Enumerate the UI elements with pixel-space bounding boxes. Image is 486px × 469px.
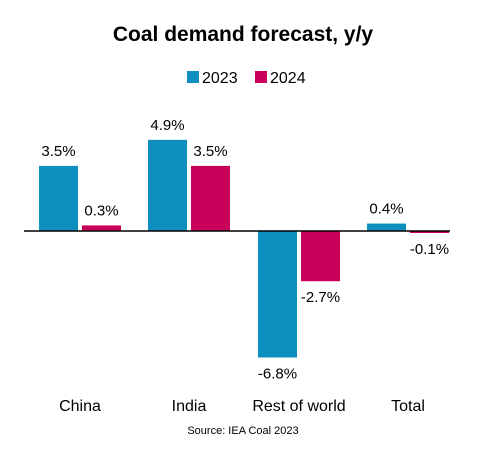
category-labels: China India Rest of world Total (59, 398, 425, 415)
legend-label-2023: 2023 (202, 70, 238, 87)
category-label-2: Rest of world (252, 398, 345, 415)
bar-2024-0 (82, 225, 121, 231)
bar-2023-1 (148, 139, 187, 231)
bars (39, 139, 449, 358)
data-label-2024-2: -2.7% (301, 289, 340, 306)
bar-2023-2 (258, 231, 297, 358)
legend-swatch-2024 (255, 71, 267, 83)
category-label-0: China (59, 398, 101, 415)
category-label-3: Total (391, 398, 425, 415)
bar-2024-3 (410, 231, 449, 233)
data-label-2023-1: 4.9% (150, 117, 184, 134)
data-label-2024-1: 3.5% (193, 143, 227, 160)
bar-2024-2 (301, 231, 340, 282)
data-label-2023-0: 3.5% (41, 143, 75, 160)
data-label-2024-3: -0.1% (410, 241, 449, 258)
source-note: Source: IEA Coal 2023 (187, 425, 298, 437)
legend: 2023 2024 (187, 70, 306, 87)
legend-label-2024: 2024 (270, 70, 306, 87)
data-label-2023-3: 0.4% (369, 201, 403, 218)
chart-title: Coal demand forecast, y/y (113, 23, 374, 46)
bar-2023-3 (367, 223, 406, 231)
bar-2024-1 (191, 165, 230, 231)
data-label-2024-0: 0.3% (84, 202, 118, 219)
bar-2023-0 (39, 165, 78, 231)
data-label-2023-2: -6.8% (258, 365, 297, 382)
data-labels: 3.5% 4.9% -6.8% 0.4% 0.3% 3.5% -2.7% -0.1% (41, 117, 449, 383)
category-label-1: India (172, 398, 207, 415)
legend-swatch-2023 (187, 71, 199, 83)
